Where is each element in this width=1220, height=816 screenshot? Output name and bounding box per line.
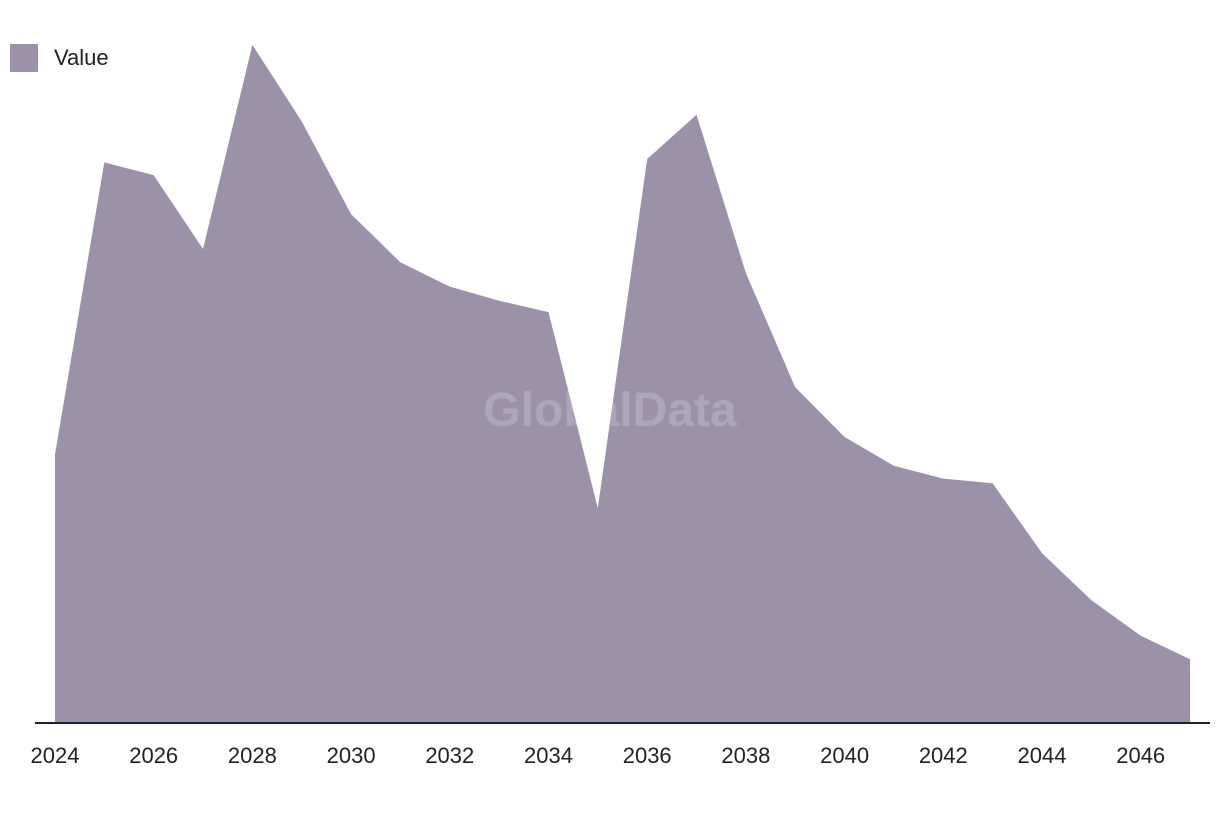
area-layer — [55, 44, 1190, 723]
x-tick-label-2032: 2032 — [425, 743, 474, 768]
area-series-value — [55, 44, 1190, 723]
x-tick-label-2026: 2026 — [129, 743, 178, 768]
legend-swatch — [10, 44, 38, 72]
x-tick-labels: 2024 2026 2028 2030 2032 2034 2036 2038 2040 2042… — [31, 743, 1166, 768]
x-tick-label-2024: 2024 — [31, 743, 80, 768]
x-tick-label-2046: 2046 — [1116, 743, 1165, 768]
x-tick-label-2042: 2042 — [919, 743, 968, 768]
x-tick-label-2040: 2040 — [820, 743, 869, 768]
x-tick-label-2036: 2036 — [623, 743, 672, 768]
x-tick-label-2044: 2044 — [1018, 743, 1067, 768]
legend: Value — [10, 44, 109, 72]
x-tick-label-2038: 2038 — [721, 743, 770, 768]
x-tick-label-2028: 2028 — [228, 743, 277, 768]
x-tick-label-2030: 2030 — [327, 743, 376, 768]
legend-label: Value — [54, 45, 109, 70]
watermark: GlobalData — [483, 384, 737, 437]
x-tick-label-2034: 2034 — [524, 743, 573, 768]
